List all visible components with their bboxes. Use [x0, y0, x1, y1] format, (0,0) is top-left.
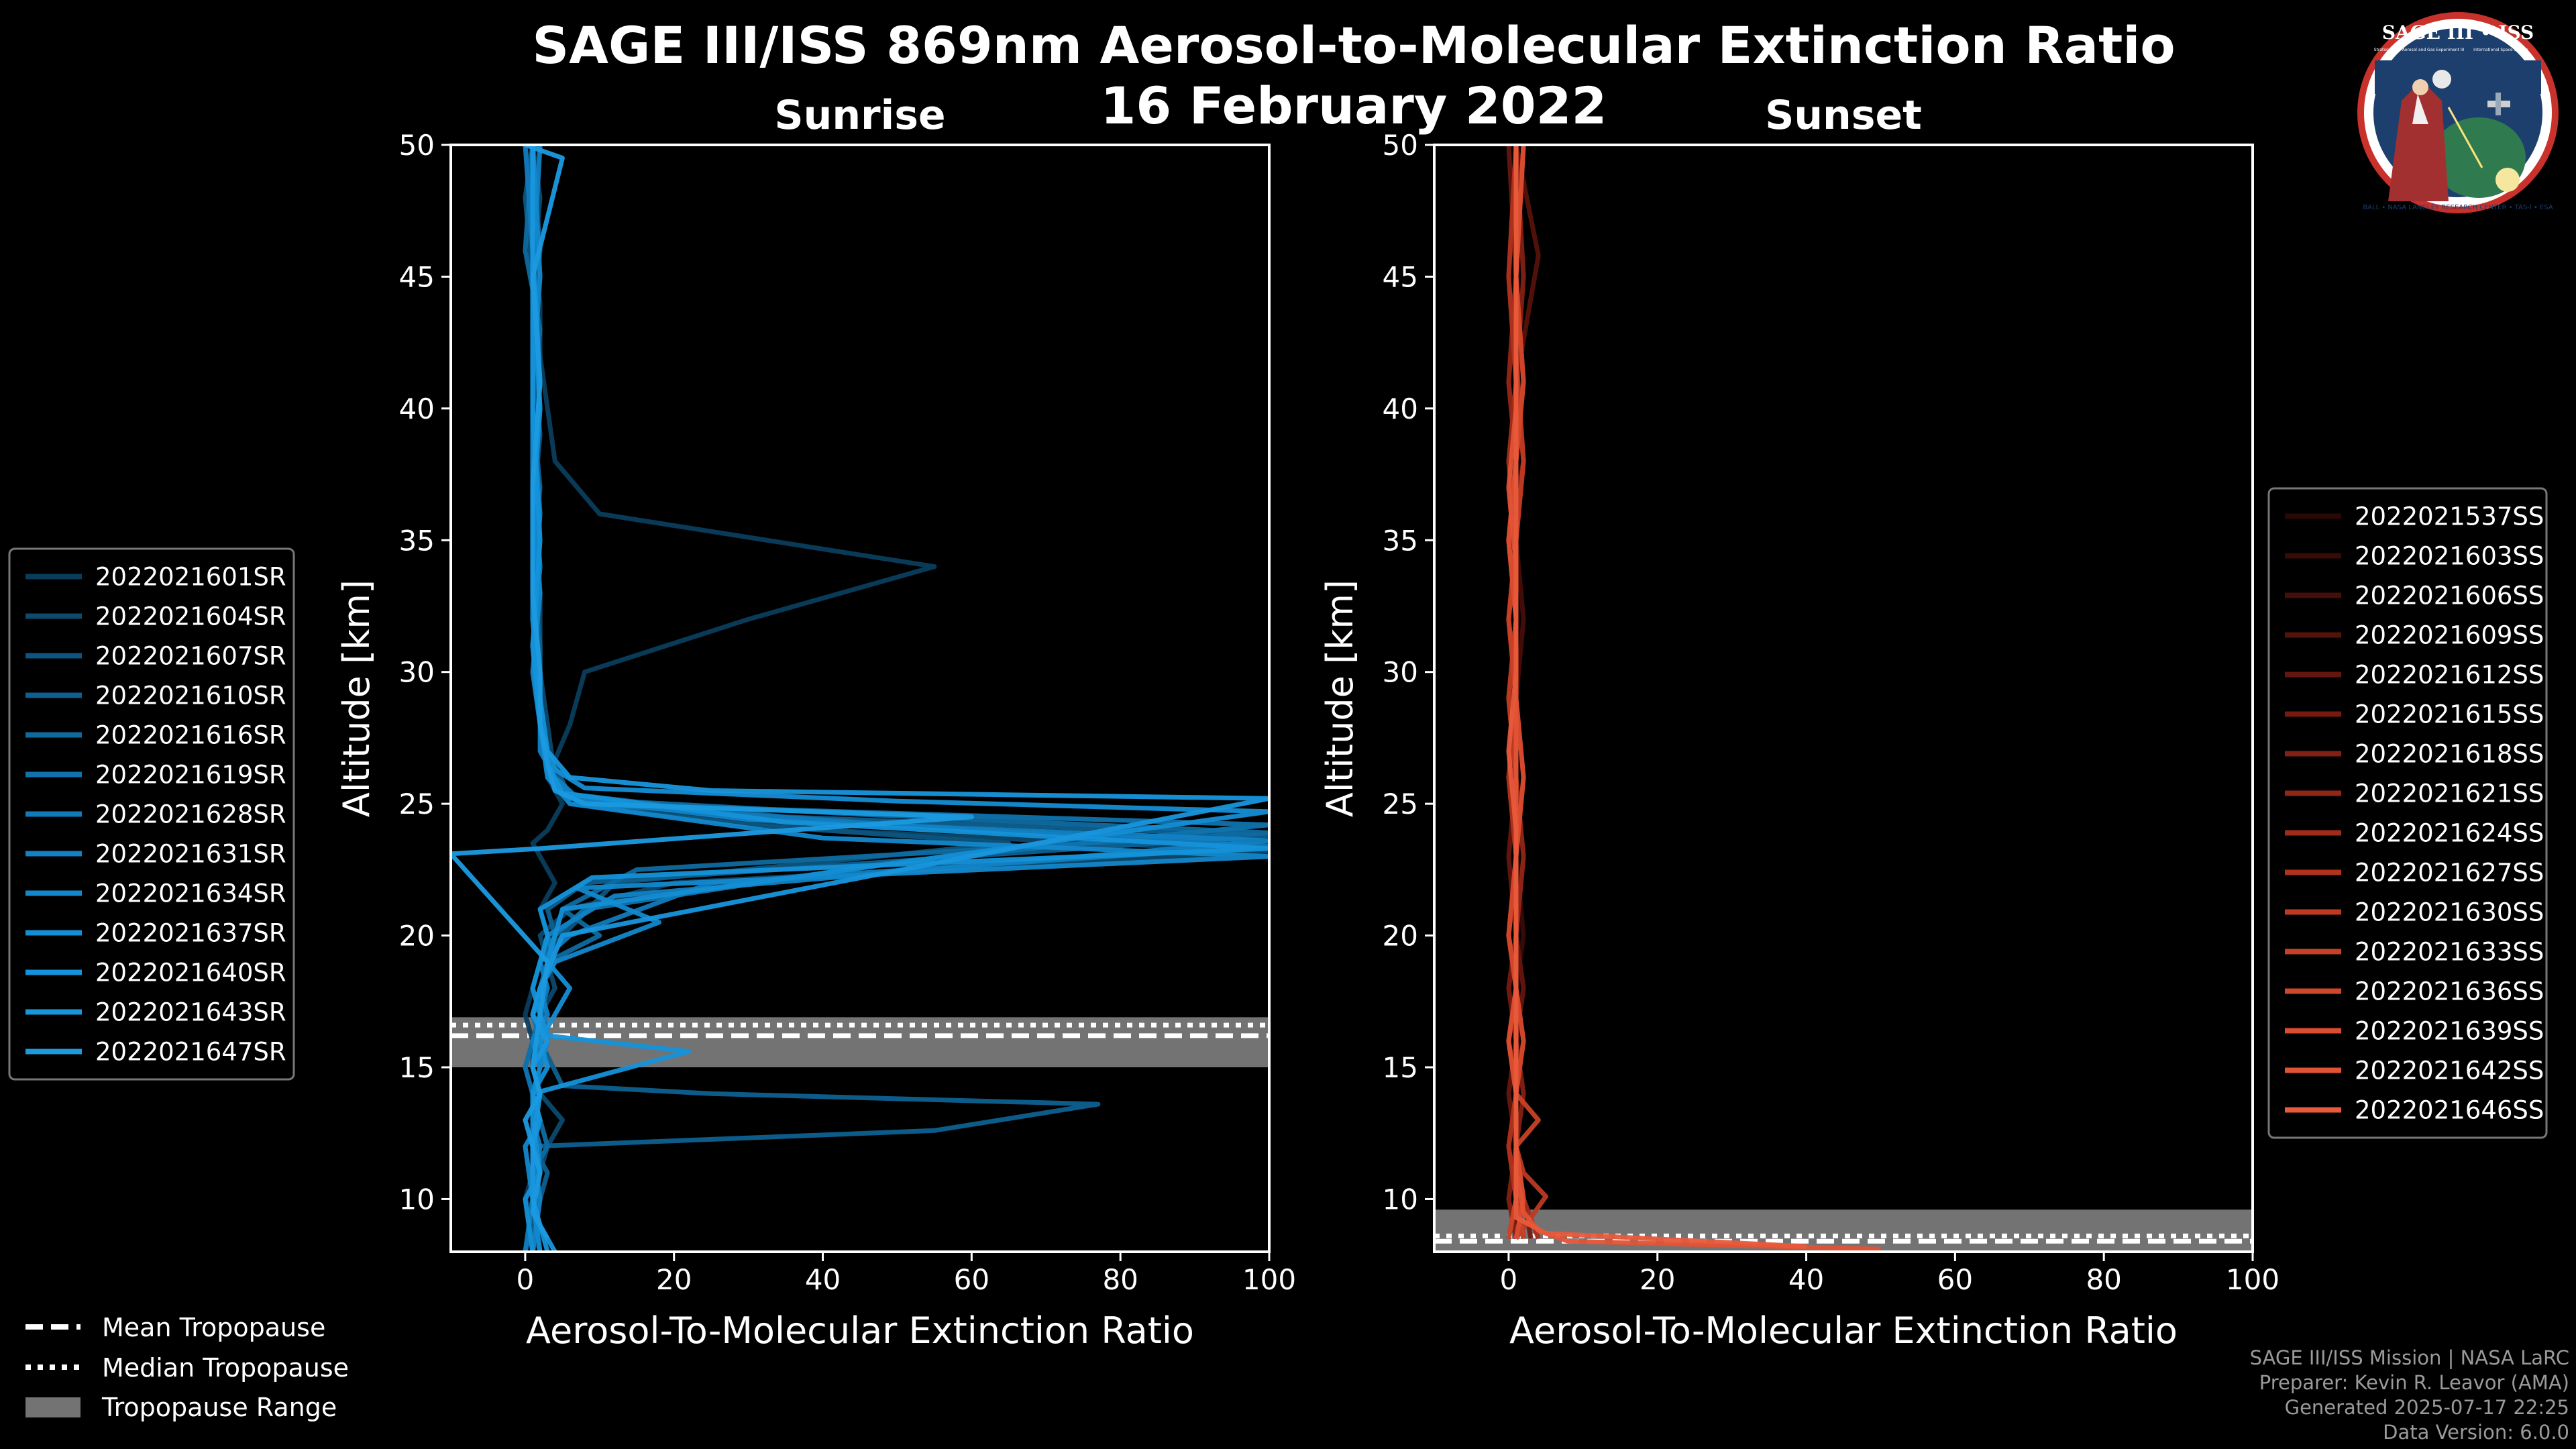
y-tick-label: 15 [1383, 1051, 1418, 1084]
y-tick-label: 10 [1383, 1183, 1418, 1216]
plot-frame [1433, 144, 2254, 1253]
tropopause-range-band [1434, 1210, 2253, 1252]
legend-label: 2022021618SS [2355, 740, 2544, 769]
x-tick-label: 100 [2226, 1263, 2279, 1296]
y-tick-label: 35 [399, 524, 435, 557]
y-tick-label: 40 [399, 392, 435, 425]
y-tick-label: 45 [1383, 260, 1418, 293]
legend-label: 2022021609SS [2355, 621, 2544, 650]
legend-label: 2022021610SR [95, 682, 286, 710]
y-tick-label: 15 [399, 1051, 435, 1084]
legend-label: 2022021606SS [2355, 582, 2544, 610]
legend-label: 2022021646SS [2355, 1096, 2544, 1125]
panel-title: Sunrise [774, 92, 945, 139]
x-tick-label: 60 [1937, 1263, 1973, 1296]
y-tick-label: 30 [1383, 656, 1418, 689]
y-tick-label: 40 [1383, 392, 1418, 425]
legend-label: 2022021612SS [2355, 661, 2544, 690]
legend-label: 2022021604SR [95, 602, 286, 631]
legend-box [2267, 487, 2548, 1139]
legend-label: 2022021607SR [95, 642, 286, 671]
x-tick-label: 80 [2086, 1263, 2121, 1296]
sunrise-legend: 2022021601SR 2022021604SR 2022021607SR 2022… [8, 547, 295, 1081]
y-tick-label: 50 [399, 129, 435, 162]
median-tropopause-label: Median Tropopause [102, 1353, 349, 1383]
legend-label: 2022021647SR [95, 1038, 286, 1067]
legend-label: 2022021639SS [2355, 1017, 2544, 1046]
y-tick-label: 10 [399, 1183, 435, 1216]
sunset-panel: 0 20 40 60 80 100 10 15 20 25 30 35 40 45 50 Sunset Aero… [1319, 92, 2279, 1352]
y-tick-label: 45 [399, 260, 435, 293]
y-axis-label: Altitude [km] [335, 580, 378, 817]
legend-label: 2022021642SS [2355, 1057, 2544, 1085]
y-tick-label: 25 [1383, 788, 1418, 820]
y-tick-label: 20 [399, 920, 435, 953]
footer-version: Data Version: 6.0.0 [2383, 1421, 2569, 1444]
legend-label: 2022021628SR [95, 800, 286, 829]
legend-label: 2022021615SS [2355, 700, 2544, 729]
logo-moon [2432, 70, 2451, 89]
x-tick-label: 0 [1500, 1263, 1518, 1296]
mean-tropopause-label: Mean Tropopause [102, 1313, 325, 1342]
series-line-2022021646SS [1506, 145, 1807, 1249]
y-tick-label: 25 [399, 788, 435, 820]
tropopause-range-label: Tropopause Range [101, 1393, 337, 1422]
legend-label: 2022021627SS [2355, 859, 2544, 888]
legend-label: 2022021603SS [2355, 542, 2544, 571]
x-tick-label: 100 [1242, 1263, 1296, 1296]
footer-preparer: Preparer: Kevin R. Leavor (AMA) [2259, 1371, 2569, 1394]
sage-iii-iss-logo: SAGE III • ISS Stratospheric Aerosol and… [2357, 12, 2559, 213]
y-tick-label: 30 [399, 656, 435, 689]
x-tick-label: 80 [1102, 1263, 1138, 1296]
x-tick-label: 60 [954, 1263, 989, 1296]
legend-label: 2022021537SS [2355, 502, 2544, 531]
legend-label: 2022021633SS [2355, 938, 2544, 967]
footer-credits: SAGE III/ISS Mission | NASA LaRC Prepare… [2250, 1346, 2569, 1445]
panel-title: Sunset [1765, 92, 1922, 139]
logo-wizard-figure [2388, 80, 2449, 201]
x-tick-label: 40 [805, 1263, 841, 1296]
legend-label: 2022021619SR [95, 761, 286, 790]
legend-box [8, 547, 295, 1081]
plot-frame [449, 144, 1271, 1253]
legend-label: 2022021601SR [95, 563, 286, 592]
y-axis-label: Altitude [km] [1319, 580, 1361, 817]
legend-label: 2022021616SR [95, 721, 286, 750]
x-axis-label: Aerosol-To-Molecular Extinction Ratio [526, 1309, 1194, 1352]
x-tick-label: 20 [1640, 1263, 1675, 1296]
x-tick-label: 40 [1788, 1263, 1824, 1296]
legend-label: 2022021621SS [2355, 780, 2544, 808]
y-tick-label: 50 [1383, 129, 1418, 162]
footer-generated: Generated 2025-07-17 22:25 [2284, 1396, 2569, 1419]
y-tick-label: 35 [1383, 524, 1418, 557]
logo-sun [2496, 168, 2520, 192]
x-tick-label: 0 [517, 1263, 535, 1296]
figure-title: SAGE III/ISS 869nm Aerosol-to-Molecular … [532, 15, 2175, 75]
x-tick-label: 20 [656, 1263, 692, 1296]
sunrise-panel: 0 20 40 60 80 100 10 15 20 25 30 35 40 45 50 Sunrise Aer… [335, 92, 1296, 1352]
logo-title: SAGE III • ISS [2382, 21, 2534, 44]
tropopause-range-swatch [25, 1397, 80, 1417]
x-axis-label: Aerosol-To-Molecular Extinction Ratio [1509, 1309, 2178, 1352]
legend-label: 2022021637SR [95, 919, 286, 948]
tropopause-legend: Mean Tropopause Median Tropopause Tropop… [25, 1313, 349, 1422]
legend-label: 2022021640SR [95, 959, 286, 987]
legend-label: 2022021631SR [95, 840, 286, 869]
legend-label: 2022021634SR [95, 879, 286, 908]
legend-label: 2022021624SS [2355, 819, 2544, 848]
legend-label: 2022021636SS [2355, 977, 2544, 1006]
legend-label: 2022021643SR [95, 998, 286, 1027]
footer-mission: SAGE III/ISS Mission | NASA LaRC [2249, 1346, 2569, 1369]
plot-area [1434, 145, 2253, 1252]
y-tick-label: 20 [1383, 920, 1418, 953]
logo-sub-right: International Space Station [2473, 48, 2528, 52]
logo-sub-left: Stratospheric Aerosol and Gas Experiment… [2374, 48, 2465, 52]
series-line-2022021647SR [451, 145, 974, 1240]
sunset-legend: 2022021537SS 2022021603SS 2022021606SS 2022… [2267, 487, 2548, 1139]
figure-subtitle: 16 February 2022 [1101, 76, 1607, 136]
logo-ring-text: BALL • NASA LANGLEY RESEARCH CENTER • TA… [2363, 204, 2553, 211]
legend-label: 2022021630SS [2355, 898, 2544, 927]
